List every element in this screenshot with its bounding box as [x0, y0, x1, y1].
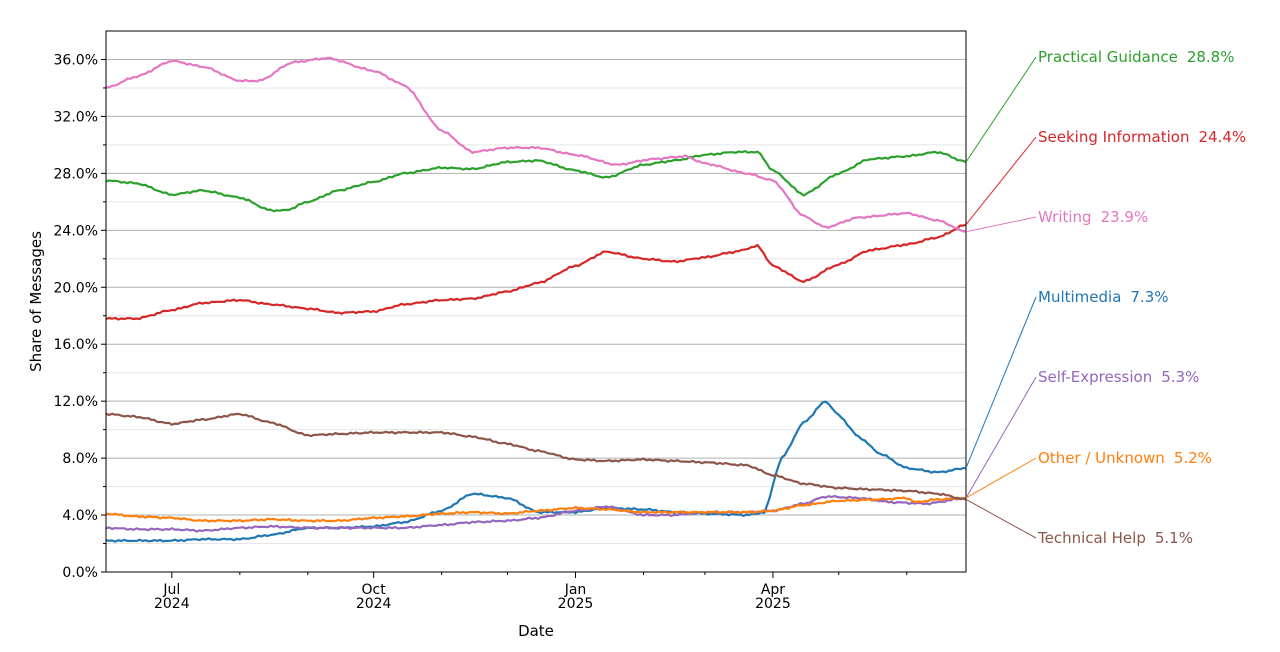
x-tick-year: 2024 [356, 596, 392, 612]
series-final-value: 23.9% [1101, 208, 1149, 226]
series-line-other-unknown [105, 496, 967, 523]
y-tick-label: 32.0% [54, 109, 98, 125]
y-tick-label: 28.0% [54, 166, 98, 182]
series-final-value: 28.8% [1187, 48, 1235, 66]
y-tick-label: 8.0% [62, 451, 98, 467]
x-axis-title: Date [518, 622, 554, 640]
y-tick-label: 0.0% [62, 565, 98, 581]
series-final-value: 7.3% [1130, 288, 1168, 306]
y-axis: 0.0% 4.0% 8.0% 12.0% 16.0% 20.0% 24.0% 28.0% 32.… [54, 52, 106, 581]
series-final-value: 5.2% [1174, 449, 1212, 467]
series-lines [105, 56, 967, 543]
series-end-label: Other / Unknown 5.2% [1038, 449, 1212, 467]
x-tick-year: 2025 [755, 596, 791, 612]
gridlines [106, 58, 966, 573]
series-name: Technical Help [1037, 529, 1146, 547]
x-tick-month: Oct [362, 582, 387, 598]
x-tick-month: Jan [564, 582, 587, 598]
series-final-value: 5.1% [1155, 529, 1193, 547]
x-tick-year: 2024 [154, 596, 190, 612]
series-end-label: Self-Expression 5.3% [1038, 368, 1199, 386]
y-tick-label: 20.0% [54, 280, 98, 296]
label-connector [965, 216, 1037, 233]
series-end-label: Practical Guidance 28.8% [1038, 48, 1234, 66]
y-tick-label: 4.0% [62, 508, 98, 524]
label-connector [965, 296, 1037, 469]
y-tick-label: 36.0% [54, 52, 98, 68]
series-final-value: 24.4% [1198, 128, 1246, 146]
end-labels: Practical Guidance 28.8% Seeking Informati… [965, 48, 1246, 547]
label-connector [965, 498, 1037, 539]
label-connector [965, 457, 1037, 499]
series-name: Self-Expression [1038, 368, 1152, 386]
series-end-label: Technical Help 5.1% [1037, 529, 1193, 547]
x-tick-month: Apr [761, 582, 785, 598]
series-end-label: Seeking Information 24.4% [1038, 128, 1246, 146]
y-tick-label: 24.0% [54, 223, 98, 239]
series-line-practical-guidance [105, 150, 967, 213]
x-tick-month: Jul [162, 582, 180, 598]
label-connector [965, 376, 1037, 499]
series-line-self-expression [105, 494, 967, 533]
y-tick-label: 12.0% [54, 394, 98, 410]
series-name: Other / Unknown [1038, 449, 1165, 467]
series-name: Writing [1038, 208, 1092, 226]
label-connector [965, 136, 1037, 225]
series-line-writing [105, 56, 967, 233]
series-line-technical-help [105, 412, 967, 501]
y-axis-title: Share of Messages [27, 231, 45, 372]
y-tick-label: 16.0% [54, 337, 98, 353]
series-end-label: Writing 23.9% [1038, 208, 1148, 226]
series-final-value: 5.3% [1161, 368, 1199, 386]
series-end-label: Multimedia 7.3% [1038, 288, 1169, 306]
plot-frame [105, 30, 967, 573]
series-name: Practical Guidance [1038, 48, 1178, 66]
label-connector [965, 56, 1037, 163]
x-tick-year: 2025 [558, 596, 594, 612]
series-name: Seeking Information [1038, 128, 1189, 146]
series-name: Multimedia [1038, 288, 1121, 306]
series-line-seeking-information [105, 223, 967, 321]
